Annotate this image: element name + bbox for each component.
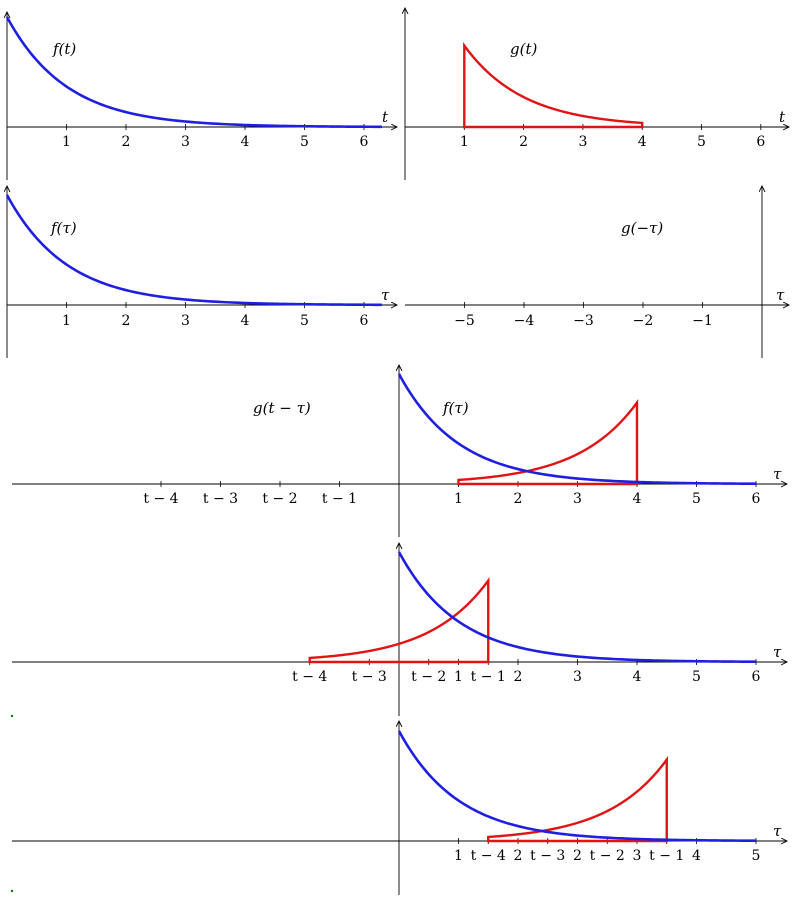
f-curve	[397, 730, 757, 843]
panel-overlap-partial: t − 4 t − 3 t − 2 1 t − 1 2 3 4 5 6 τ	[10, 543, 787, 718]
panel-overlap-before: t − 4 t − 3 t − 2 t − 1 1 2 3 4 5 6 τ g(t − τ) f(…	[12, 365, 787, 537]
x-tick-label: −1	[692, 313, 713, 329]
x-tick-label: 6	[756, 134, 765, 150]
x-tick-label: 6	[360, 313, 369, 329]
x-tick-label: t − 4	[292, 669, 327, 685]
x-tick-label: 5	[692, 491, 701, 507]
x-tick-label: −2	[633, 313, 654, 329]
x-tick-label: 3	[573, 491, 582, 507]
x-tick-label: 1	[62, 313, 71, 329]
x-tick-label: −4	[514, 313, 535, 329]
x-tick-label: 6	[752, 491, 761, 507]
curve-label-f: f(t)	[52, 40, 76, 58]
x-tick-label: 4	[692, 848, 701, 864]
f-curve	[5, 194, 382, 307]
x-tick-label: t − 1	[649, 848, 684, 864]
x-tick-label: 3	[633, 848, 642, 864]
curve-label-g: g(t − τ)	[253, 399, 311, 417]
x-tick-label: 4	[638, 134, 647, 150]
g-curve	[463, 41, 644, 129]
x-tick-label: 6	[360, 134, 369, 150]
x-tick-label: 5	[697, 134, 706, 150]
x-axis-label: τ	[773, 643, 782, 661]
x-tick-label: 2	[519, 134, 528, 150]
x-tick-label: t − 3	[203, 491, 238, 507]
x-tick-label: 4	[633, 491, 642, 507]
x-tick-label: 2	[514, 669, 523, 685]
x-axis-label: t	[382, 108, 389, 126]
x-tick-label: 5	[300, 134, 309, 150]
x-tick-label: t − 2	[590, 848, 625, 864]
panel-g-of-minus-tau: −5 −4 −3 −2 −1 τ g(−τ)	[405, 186, 799, 358]
x-tick-label: 1	[454, 491, 463, 507]
x-tick-label: t − 4	[143, 491, 178, 507]
x-axis-label: τ	[776, 286, 785, 304]
x-tick-label: −5	[454, 313, 475, 329]
x-axis-label: τ	[773, 822, 782, 840]
x-tick-label: t − 1	[471, 669, 506, 685]
g-curve	[308, 576, 490, 664]
x-tick-label: 1	[62, 134, 71, 150]
stray-dot	[10, 714, 14, 718]
x-tick-label: t − 1	[322, 491, 357, 507]
panel-f-of-tau: 1 2 3 4 5 6 τ f(τ)	[7, 186, 397, 358]
x-tick-label: 5	[300, 313, 309, 329]
f-curve	[397, 551, 757, 664]
x-tick-label: 3	[181, 313, 190, 329]
panel-overlap-later: 1 t − 4 2 t − 3 2 t − 2 3 t − 1 4 5 τ	[10, 721, 787, 895]
panel-g-of-t: 1 2 3 4 5 6 t g(t)	[405, 8, 789, 180]
x-tick-label: 2	[122, 313, 131, 329]
stray-dot	[10, 889, 14, 893]
x-tick-label: 3	[578, 134, 587, 150]
curve-label-f: f(τ)	[50, 219, 77, 237]
x-tick-label: 5	[692, 669, 701, 685]
x-axis-label: t	[779, 108, 786, 126]
f-curve	[5, 16, 382, 129]
curve-label-g: g(−τ)	[621, 219, 663, 237]
x-tick-label: 2	[514, 848, 523, 864]
f-curve	[397, 373, 757, 486]
x-tick-label: t − 3	[352, 669, 387, 685]
x-tick-label: t − 4	[471, 848, 506, 864]
x-axis-label: τ	[381, 286, 390, 304]
x-tick-label: 1	[454, 669, 463, 685]
x-tick-label: 1	[460, 134, 469, 150]
x-tick-label: 2	[573, 848, 582, 864]
curve-label-f: f(τ)	[442, 399, 469, 417]
x-tick-label: 3	[181, 134, 190, 150]
x-tick-label: −3	[573, 313, 594, 329]
x-tick-label: 4	[241, 134, 250, 150]
x-tick-label: 4	[633, 669, 642, 685]
x-tick-label: 5	[752, 848, 761, 864]
x-axis-label: τ	[773, 465, 782, 483]
x-tick-label: 1	[454, 848, 463, 864]
x-tick-label: 6	[752, 669, 761, 685]
x-tick-label: t − 2	[262, 491, 297, 507]
x-tick-label: 3	[573, 669, 582, 685]
x-tick-label: 4	[241, 313, 250, 329]
x-tick-label: 2	[122, 134, 131, 150]
g-curve	[487, 755, 668, 843]
g-curve	[457, 398, 639, 486]
panel-f-of-t: 1 2 3 4 5 6 t f(t)	[7, 12, 397, 180]
x-tick-label: 2	[514, 491, 523, 507]
x-tick-label: t − 2	[411, 669, 446, 685]
x-tick-label: t − 3	[530, 848, 565, 864]
curve-label-g: g(t)	[510, 40, 537, 58]
